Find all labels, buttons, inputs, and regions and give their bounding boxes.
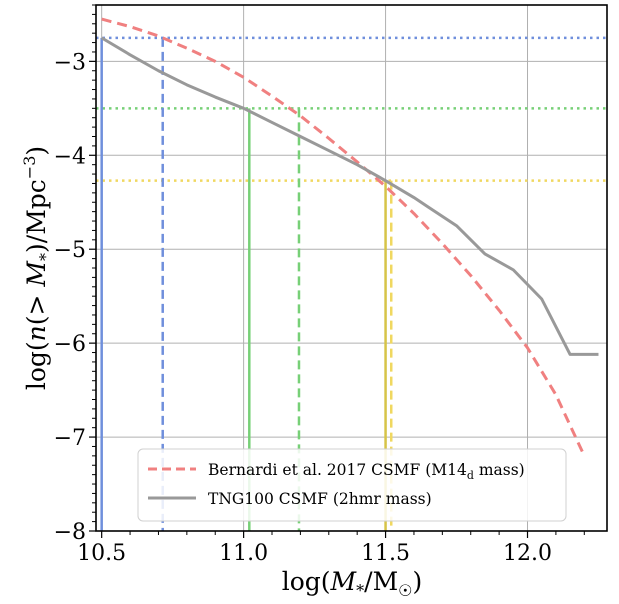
y-tick-label-1: −7 xyxy=(54,426,86,451)
y-tick-label-5: −3 xyxy=(54,50,86,75)
x-tick-label-0: 10.5 xyxy=(77,541,126,566)
x-tick-label-2: 11.5 xyxy=(361,541,410,566)
series-lines xyxy=(100,17,599,457)
x-tick-label-1: 11.0 xyxy=(219,541,268,566)
legend-label-tng100: TNG100 CSMF (2hmr mass) xyxy=(208,490,432,508)
y-axis-label: log(n(> M*)/Mpc−3) xyxy=(20,146,55,390)
y-tick-label-4: −4 xyxy=(54,144,86,169)
legend-label-bernardi: Bernardi et al. 2017 CSMF (M14d mass) xyxy=(208,461,525,482)
y-tick-label-3: −5 xyxy=(54,238,86,263)
tick-labels: 10.5 11.0 11.5 12.0 −8 −7 −6 −5 −4 −3 xyxy=(54,50,552,566)
x-axis-label: log(M*/M☉) xyxy=(282,567,423,600)
y-tick-label-0: −8 xyxy=(54,520,86,545)
legend: Bernardi et al. 2017 CSMF (M14d mass) TN… xyxy=(137,448,567,522)
legend-label-bernardi-main: Bernardi et al. 2017 CSMF (M14 xyxy=(208,461,467,479)
series-line-0 xyxy=(101,17,586,457)
legend-box xyxy=(137,448,567,522)
x-tick-label-3: 12.0 xyxy=(503,541,552,566)
y-tick-label-2: −6 xyxy=(54,332,86,357)
axis-ticks xyxy=(89,4,585,538)
series-line-1 xyxy=(100,36,599,356)
legend-label-bernardi-suffix: mass) xyxy=(474,461,525,479)
legend-label-bernardi-sub: d xyxy=(467,469,474,482)
